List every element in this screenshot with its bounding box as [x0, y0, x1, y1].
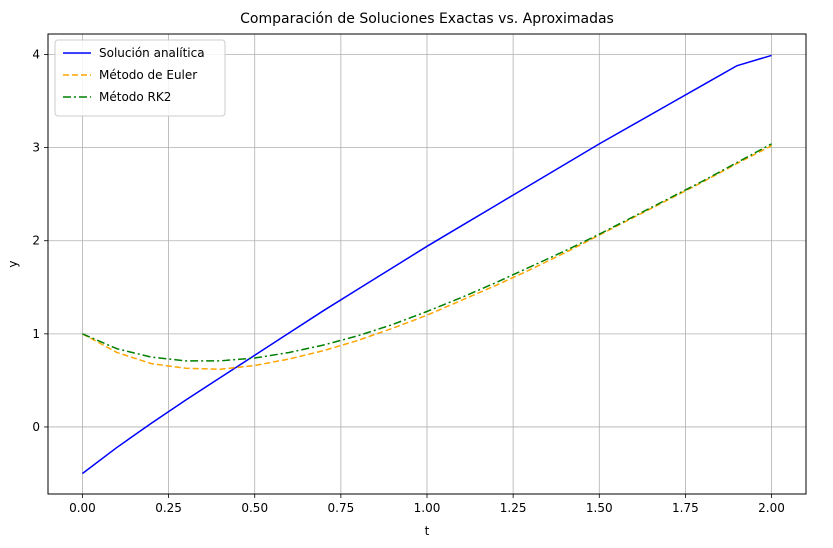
legend-box	[54, 39, 226, 117]
y-tick-label: 2	[32, 234, 40, 248]
x-tick-label: 1.00	[414, 501, 441, 515]
y-tick-label: 3	[32, 141, 40, 155]
x-tick-label: 0.00	[69, 501, 96, 515]
chart-title: Comparación de Soluciones Exactas vs. Ap…	[240, 11, 614, 27]
x-tick-label: 1.50	[586, 501, 613, 515]
series-line-3	[82, 143, 772, 362]
x-tick-label: 0.50	[241, 501, 268, 515]
x-axis-label: t	[425, 524, 430, 538]
y-tick-label: 1	[32, 327, 40, 341]
x-tick-label: 1.75	[672, 501, 699, 515]
y-axis-label: y	[6, 260, 20, 267]
legend-label: Método de Euler	[99, 68, 197, 82]
series-line-1	[81, 54, 772, 475]
y-tick-label: 0	[32, 420, 40, 434]
legend-label: Método RK2	[99, 90, 171, 104]
y-tick-label: 4	[32, 47, 40, 61]
legend-label: Solución analítica	[99, 46, 205, 60]
series-line-2	[82, 145, 772, 370]
legend: Solución analítica Método de Euler Método …	[54, 39, 226, 117]
x-tick-label: 0.75	[328, 501, 355, 515]
x-tick-label: 2.00	[758, 501, 785, 515]
x-tick-label: 1.25	[500, 501, 527, 515]
x-tick-label: 0.25	[155, 501, 182, 515]
